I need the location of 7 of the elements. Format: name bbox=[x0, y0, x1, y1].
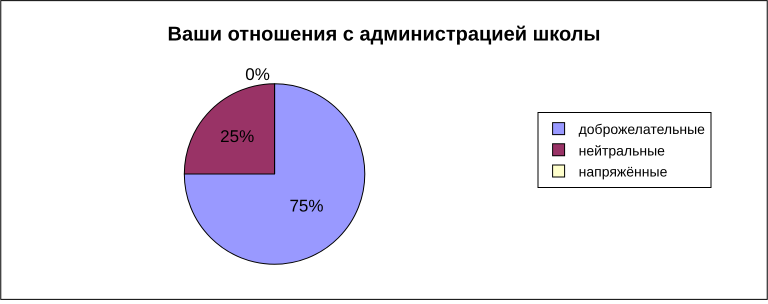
legend-label: напряжённые bbox=[578, 163, 668, 180]
legend-label: нейтральные bbox=[578, 142, 666, 158]
data-label: 75% bbox=[289, 196, 324, 216]
chart-title: Ваши отношения с администрацией школы bbox=[168, 23, 600, 46]
data-label: 25% bbox=[220, 127, 254, 146]
legend-label: доброжелательные bbox=[578, 121, 706, 138]
text: 0% bbox=[245, 64, 270, 84]
